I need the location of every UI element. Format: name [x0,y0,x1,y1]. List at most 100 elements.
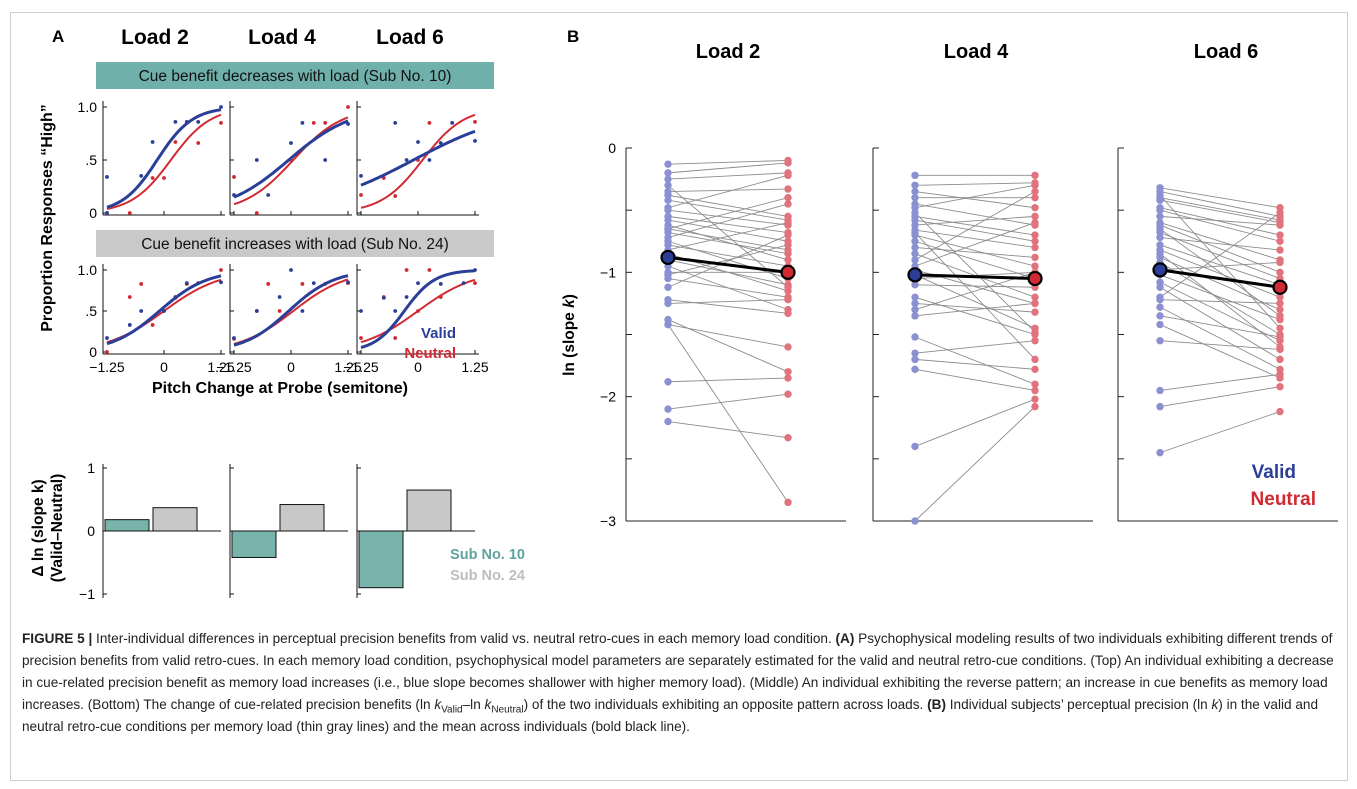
valid-point [664,283,672,291]
valid-point [911,305,919,314]
neutral-point [784,256,792,264]
neutral-point [784,241,792,249]
neutral-point [784,295,792,304]
valid-data-point [232,193,236,197]
bar-legend-sub24: Sub No. 24 [450,568,525,584]
valid-data-point [346,280,350,285]
valid-fit-curve [106,108,222,209]
neutral-point [784,171,792,180]
y-tick-label: 0 [89,344,97,360]
valid-point [664,196,672,204]
neutral-point [784,343,792,351]
valid-data-point [105,175,109,179]
panel-b-load-title-2: Load 4 [944,41,1009,63]
subject-line [667,209,789,226]
subject-line [1159,194,1281,329]
valid-fit-curve [106,274,222,346]
neutral-data-point [127,211,132,215]
valid-point [664,225,672,233]
banner-mid-bg [96,230,494,257]
neutral-point [1276,246,1284,254]
valid-point [664,320,672,329]
valid-data-point [404,158,409,162]
valid-data-point [404,295,409,299]
subject-line [914,302,1036,313]
subject-line [1159,222,1281,261]
neutral-point [784,390,792,398]
valid-fit-curve [233,119,349,199]
neutral-data-point [438,295,443,299]
subject-line [667,299,789,314]
valid-data-point [393,121,398,125]
valid-data-point [359,309,363,313]
caption-sub-neutral: Neutral [491,704,524,716]
neutral-point [1031,299,1039,308]
banner-mid: Cue benefit increases with load (Sub No.… [141,236,449,253]
panel-b-legend-valid: Valid [1252,462,1296,483]
x-tick-label: 1.25 [334,359,361,375]
subject-line [914,240,1036,279]
legend-valid: Valid [421,325,456,342]
legend-neutral: Neutral [404,345,456,362]
subject-line [914,184,1036,209]
valid-point [911,333,919,341]
valid-point [664,299,672,308]
valid-data-point [150,140,155,144]
neutral-point [784,218,792,227]
valid-point [664,169,672,177]
subject-line [1159,324,1281,379]
subject-line [1159,244,1281,286]
neutral-data-point [300,282,305,286]
valid-data-point [127,323,132,327]
subject-line [667,172,789,180]
valid-data-point [300,309,305,313]
neutral-point [1031,293,1039,301]
valid-data-point [461,281,466,286]
valid-point [1156,225,1164,233]
neutral-point [1276,208,1284,217]
subject-line [1159,281,1281,342]
valid-point [911,355,919,364]
valid-point [1156,206,1164,214]
neutral-point [1031,380,1039,388]
subject-line [1159,340,1281,350]
bar-sub10 [231,530,277,558]
valid-point [911,194,919,202]
neutral-point [1276,268,1284,277]
neutral-point [1031,237,1039,245]
figure-5: A Load 2 Load 4 Load 6 Cue benefit decre… [30,26,1338,602]
neutral-point [1031,253,1039,262]
valid-point [1156,386,1164,395]
subject-line [914,406,1036,522]
valid-data-point [277,295,282,299]
valid-data-point [162,309,166,313]
valid-point [1156,233,1164,242]
valid-data-point [473,268,477,272]
subject-line [914,232,1036,360]
subject-line [667,421,789,439]
subject-line [667,319,789,373]
subject-line [667,188,789,192]
valid-data-point [427,158,432,162]
neutral-point [1276,312,1284,320]
valid-point [911,293,919,301]
valid-data-point [266,193,271,197]
caption-k-neutral: k [484,697,492,712]
subject-line [1159,373,1281,391]
subject-line [914,182,1036,186]
subject-line [667,244,789,276]
panel-a-load-title-2: Load 4 [248,26,316,49]
subject-line [1159,215,1281,226]
valid-data-point [438,282,443,286]
neutral-data-point [139,282,144,286]
valid-point [664,405,672,413]
neutral-data-point [277,309,282,313]
neutral-data-point [393,194,398,198]
bar-sub24 [406,489,452,532]
valid-point [911,442,919,451]
mean-valid-point [660,249,676,266]
valid-data-point [105,211,109,215]
subject-line [667,324,789,503]
neutral-point [1031,337,1039,345]
subject-line [667,215,789,233]
